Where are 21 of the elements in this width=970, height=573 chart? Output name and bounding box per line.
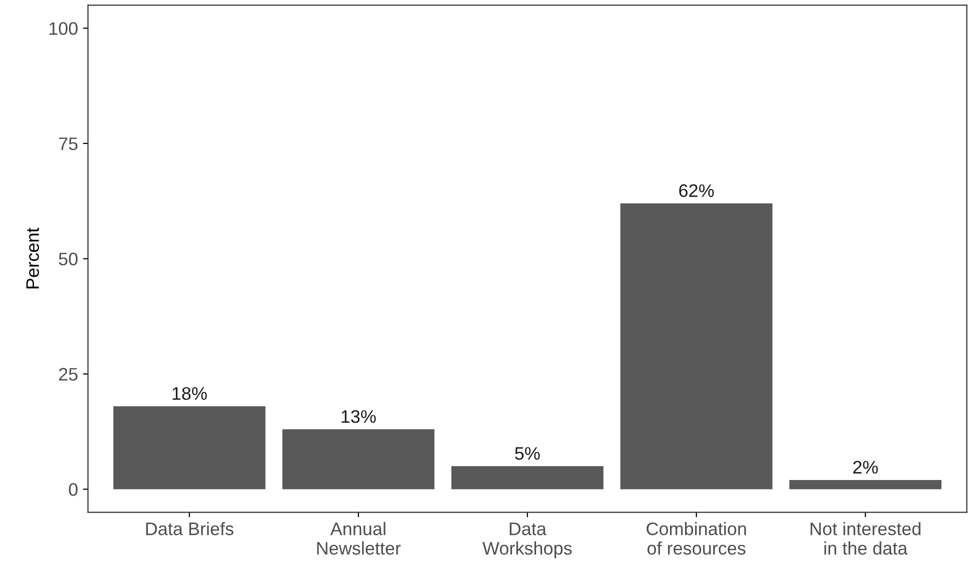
data-label: 2% [853, 460, 878, 474]
y-axis-title: Percent [26, 228, 40, 288]
data-label: 18% [172, 387, 207, 400]
bar [282, 429, 434, 490]
data-label: 13% [342, 410, 376, 423]
y-tick-label: 75 [59, 138, 78, 150]
x-tick-label: Not interested in the data [810, 522, 920, 555]
x-tick-label: Combination of resources [646, 522, 746, 555]
data-label: 5% [515, 447, 540, 460]
y-tick-label: 25 [59, 368, 78, 381]
bar [620, 203, 772, 490]
bar [789, 480, 942, 490]
x-tick-label: Data Briefs [146, 522, 234, 536]
y-tick-label: 100 [50, 22, 78, 35]
bar [451, 466, 604, 490]
bar [113, 406, 266, 490]
data-label: 62% [679, 184, 714, 198]
y-tick-label: 0 [68, 483, 78, 496]
y-tick-label: 50 [58, 252, 78, 266]
x-tick-label: Annual Newsletter [317, 522, 401, 555]
x-tick-label: Data Workshops [482, 522, 572, 558]
